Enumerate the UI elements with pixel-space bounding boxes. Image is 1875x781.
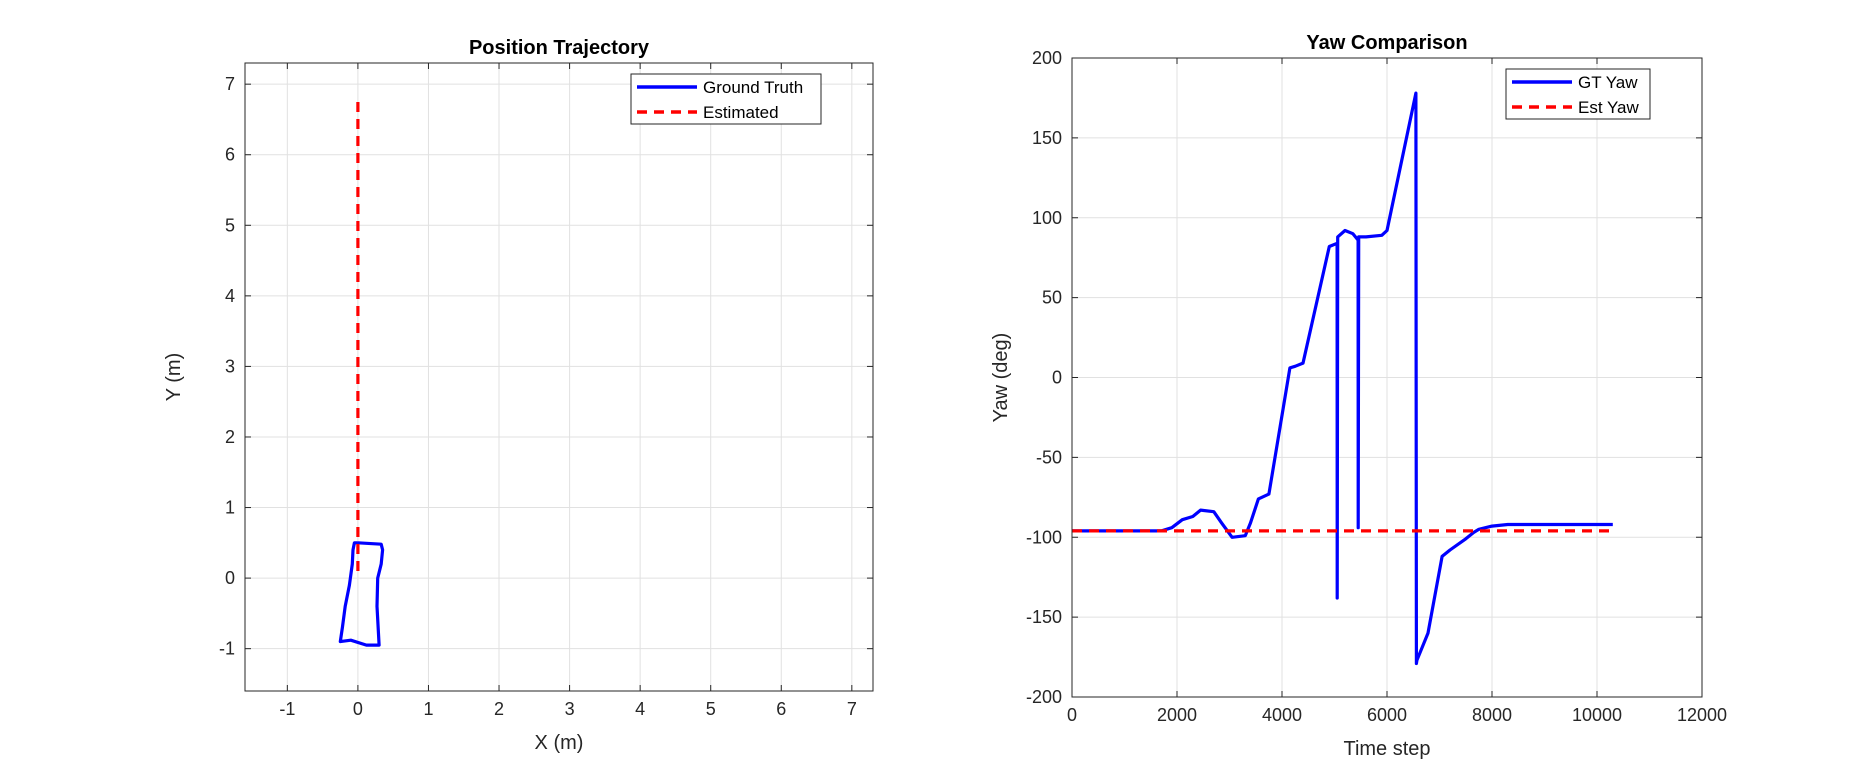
- y-axis-label: Y (m): [163, 353, 185, 402]
- x-tick-label: 6000: [1367, 705, 1407, 725]
- axes-box: [244, 62, 874, 692]
- legend-label: GT Yaw: [1578, 73, 1638, 92]
- x-tick-label: 4000: [1262, 705, 1302, 725]
- x-tick-label: 3: [565, 699, 575, 719]
- x-tick-label: 2000: [1157, 705, 1197, 725]
- chart-title: Position Trajectory: [469, 37, 650, 59]
- yaw-comparison-chart: 0 2000 4000 6000 8000 10000 12000-200-150-100-…: [990, 32, 1727, 760]
- legend-label: Estimated: [703, 103, 779, 122]
- x-tick-label: 6: [776, 699, 786, 719]
- x-axis-label: X (m): [535, 732, 584, 754]
- y-tick-label: 0: [225, 568, 235, 588]
- x-tick-label: 2: [494, 699, 504, 719]
- series-group: [1072, 91, 1613, 666]
- legend-box: [630, 73, 822, 125]
- x-tick-label: 12000: [1677, 705, 1727, 725]
- position-trajectory-chart: -1 0 1 2 3 4 5 6 7 -1 0 1 2 3 4 5 6 7 Position Trajectory X…: [163, 37, 874, 754]
- x-tick-label: 1: [423, 699, 433, 719]
- x-tick-label: 8000: [1472, 705, 1512, 725]
- y-tick-label: 6: [225, 145, 235, 165]
- y-tick-label: 3: [225, 356, 235, 376]
- x-tick-label: 4: [635, 699, 645, 719]
- y-tick-label: 2: [225, 427, 235, 447]
- y-tick-label: 4: [225, 286, 235, 306]
- x-tick-label: 0: [1067, 705, 1077, 725]
- y-tick-label: 0: [1052, 368, 1062, 388]
- y-tick-label: 5: [225, 215, 235, 235]
- legend-label: Est Yaw: [1578, 98, 1640, 117]
- y-tick-label: 200: [1032, 48, 1062, 68]
- y-tick-label: -100: [1026, 527, 1062, 547]
- plot-area: [245, 63, 873, 691]
- y-tick-label: -150: [1026, 607, 1062, 627]
- legend-label: Ground Truth: [703, 78, 803, 97]
- x-tick-label: 5: [706, 699, 716, 719]
- y-tick-label: 150: [1032, 128, 1062, 148]
- series-group: [338, 101, 385, 647]
- y-tick-label: 1: [225, 498, 235, 518]
- x-axis-label: Time step: [1343, 738, 1430, 760]
- chart-title: Yaw Comparison: [1306, 32, 1467, 54]
- series-line-gt-yaw: [1072, 91, 1613, 666]
- series-line-ground-truth: [338, 541, 385, 647]
- y-tick-label: 7: [225, 74, 235, 94]
- y-axis-label: Yaw (deg): [990, 333, 1012, 423]
- y-tick-label: -200: [1026, 687, 1062, 707]
- legend: GT Yaw Est Yaw: [1505, 68, 1651, 120]
- y-tick-label: 50: [1042, 288, 1062, 308]
- x-tick-label: 10000: [1572, 705, 1622, 725]
- legend-box: [1505, 68, 1651, 120]
- x-tick-label: 0: [353, 699, 363, 719]
- y-tick-label: 100: [1032, 208, 1062, 228]
- x-tick-label: 7: [847, 699, 857, 719]
- y-tick-label: -50: [1036, 447, 1062, 467]
- legend: Ground Truth Estimated: [630, 73, 822, 125]
- x-tick-label: -1: [279, 699, 295, 719]
- y-tick-label: -1: [219, 639, 235, 659]
